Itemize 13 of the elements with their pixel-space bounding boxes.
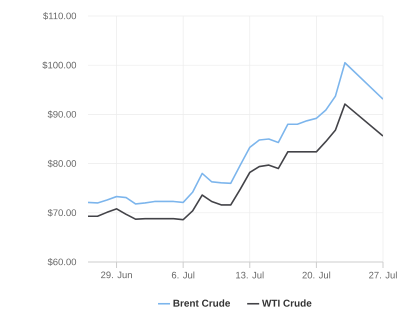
y-tick-label: $60.00	[48, 258, 76, 266]
x-tick-label: 6. Jul	[172, 272, 194, 278]
y-tick-label: $90.00	[48, 110, 76, 118]
x-tick-label: 29. Jun	[101, 272, 132, 278]
x-tick-label: 13. Jul	[236, 272, 264, 278]
y-tick-label: $80.00	[48, 160, 76, 168]
legend-label: WTI Crude	[262, 299, 312, 307]
y-tick-label: $100.00	[42, 61, 76, 70]
x-tick-label: 20. Jul	[302, 272, 330, 278]
y-tick-label: $110.00	[43, 12, 76, 20]
y-tick-label: $70.00	[48, 208, 76, 217]
legend-label: Brent Crude	[173, 299, 230, 307]
x-tick-label: 27. Jul	[369, 272, 397, 278]
